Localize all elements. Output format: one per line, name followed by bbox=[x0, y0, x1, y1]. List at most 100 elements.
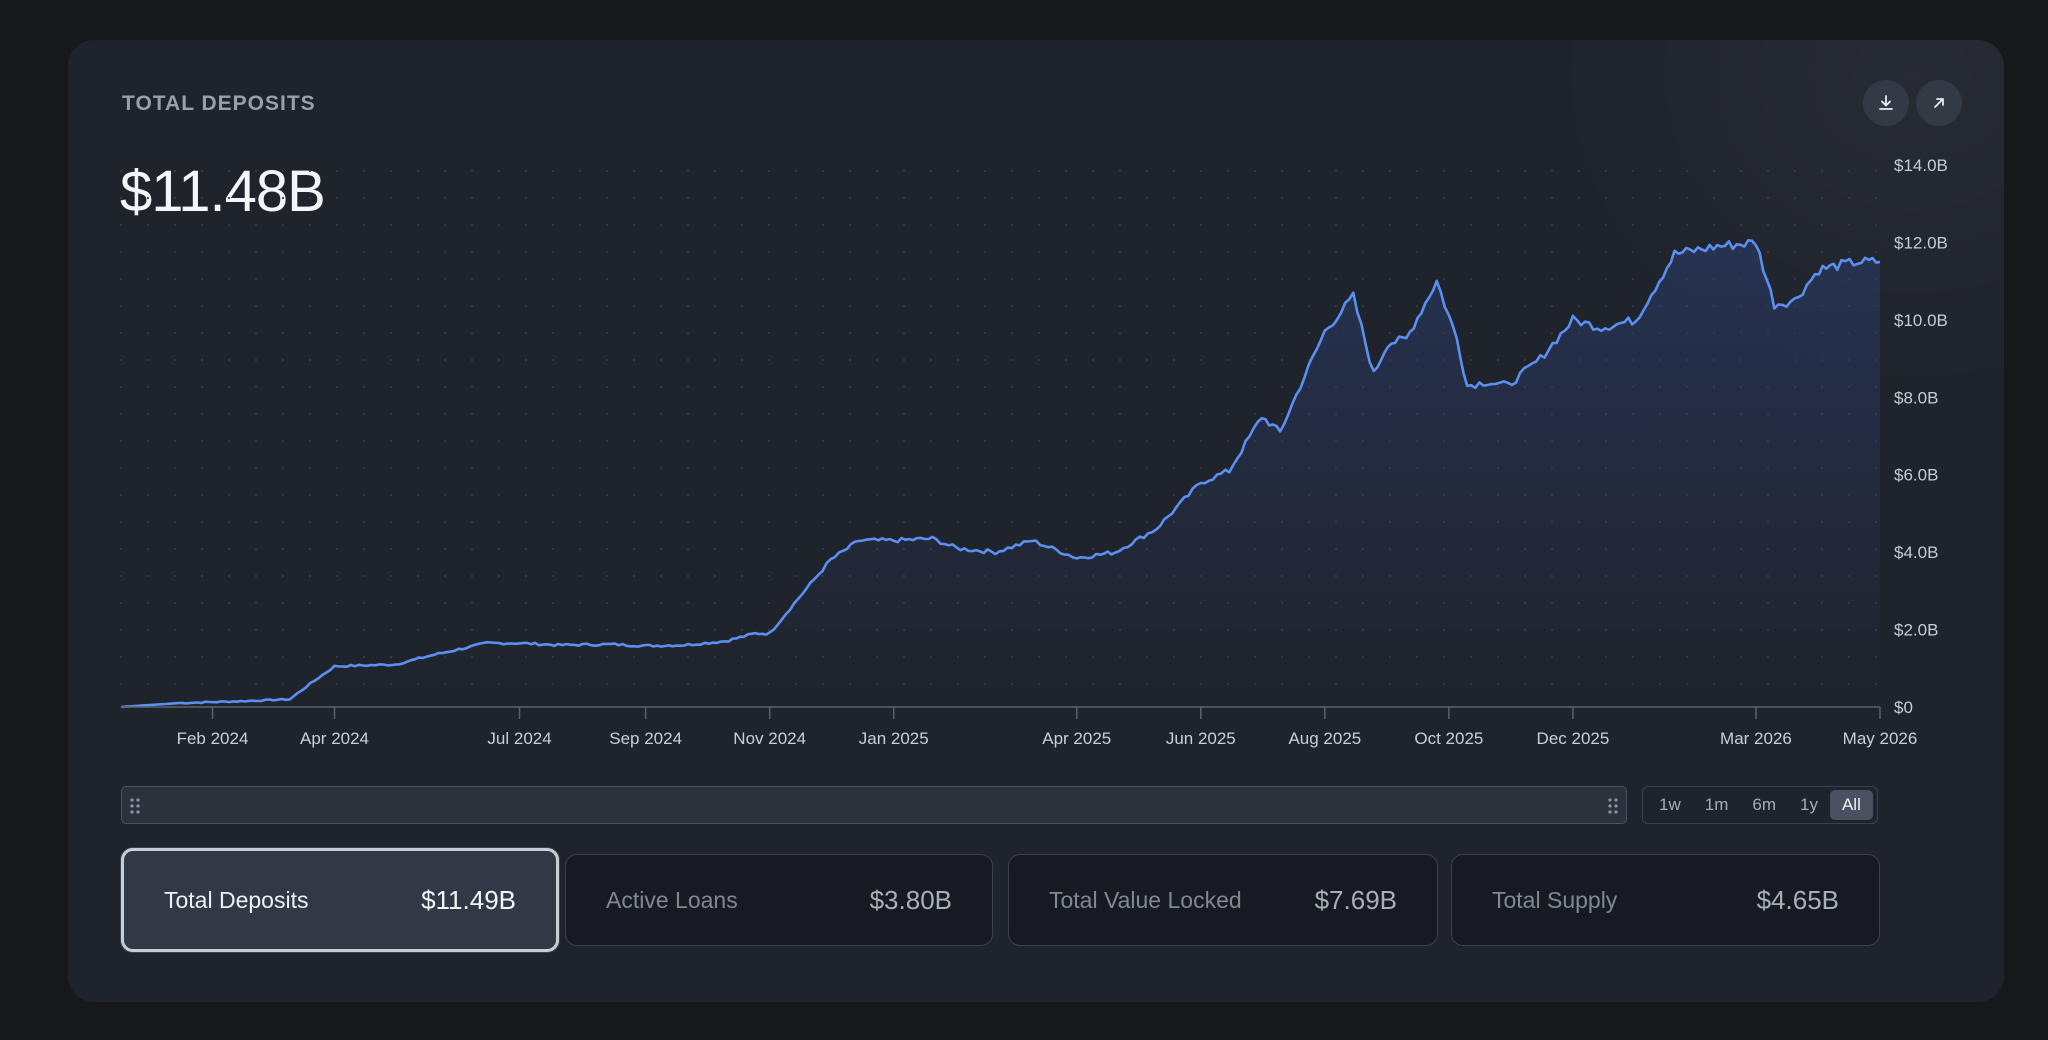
grid-dot bbox=[1334, 250, 1338, 254]
grid-dot bbox=[1712, 196, 1716, 200]
grid-dot bbox=[227, 358, 231, 362]
grid-dot bbox=[254, 412, 258, 416]
grid-dot bbox=[1226, 304, 1230, 308]
grid-dot bbox=[1199, 385, 1203, 389]
grid-dot bbox=[416, 250, 420, 254]
download-button[interactable] bbox=[1863, 80, 1909, 126]
grid-dot bbox=[848, 196, 852, 200]
grid-dot bbox=[1091, 169, 1095, 173]
stat-active-loans[interactable]: Active Loans $3.80B bbox=[565, 854, 993, 946]
grid-dot bbox=[470, 358, 474, 362]
stat-total-value-locked[interactable]: Total Value Locked $7.69B bbox=[1008, 854, 1438, 946]
grid-dot bbox=[875, 439, 879, 443]
grid-dot bbox=[389, 358, 393, 362]
grid-dot bbox=[821, 277, 825, 281]
grid-dot bbox=[605, 250, 609, 254]
grid-dot bbox=[929, 358, 933, 362]
grid-dot bbox=[470, 628, 474, 632]
grid-dot bbox=[956, 196, 960, 200]
grid-dot bbox=[281, 196, 285, 200]
period-1y[interactable]: 1y bbox=[1799, 795, 1818, 814]
period-6m[interactable]: 6m bbox=[1752, 795, 1776, 814]
grid-dot bbox=[929, 250, 933, 254]
grid-dot bbox=[1523, 331, 1527, 335]
grid-dot bbox=[605, 331, 609, 335]
grid-dot bbox=[1091, 250, 1095, 254]
grid-dot bbox=[1280, 223, 1284, 227]
stat-total-deposits[interactable]: Total Deposits $11.49B bbox=[121, 848, 559, 952]
grid-dot bbox=[362, 277, 366, 281]
period-1m[interactable]: 1m bbox=[1704, 795, 1729, 814]
grid-dot bbox=[578, 547, 582, 551]
grid-dot bbox=[470, 547, 474, 551]
expand-arrow-icon bbox=[1934, 98, 1944, 108]
grid-dot bbox=[389, 601, 393, 605]
grid-dot bbox=[1253, 250, 1257, 254]
grid-dot bbox=[1469, 196, 1473, 200]
grid-dot bbox=[416, 358, 420, 362]
grid-dot bbox=[1253, 277, 1257, 281]
grid-dot bbox=[551, 358, 555, 362]
grid-dot bbox=[875, 466, 879, 470]
grid-dot bbox=[1550, 331, 1554, 335]
grid-dot bbox=[1064, 331, 1068, 335]
grid-dot bbox=[632, 520, 636, 524]
grid-dot bbox=[1523, 196, 1527, 200]
grid-dot bbox=[119, 655, 123, 659]
grid-dot bbox=[173, 250, 177, 254]
grid-dot bbox=[1145, 196, 1149, 200]
grid-dot bbox=[389, 520, 393, 524]
grid-dot bbox=[794, 331, 798, 335]
stat-total-supply[interactable]: Total Supply $4.65B bbox=[1451, 854, 1880, 946]
period-all[interactable]: All bbox=[1829, 790, 1873, 820]
grid-dot bbox=[902, 358, 906, 362]
grid-dot bbox=[713, 412, 717, 416]
grid-dot bbox=[146, 466, 150, 470]
grid-dot bbox=[524, 196, 528, 200]
grid-dot bbox=[659, 493, 663, 497]
grid-dot bbox=[308, 547, 312, 551]
grid-dot bbox=[605, 466, 609, 470]
grid-dot bbox=[821, 466, 825, 470]
grid-dot bbox=[1550, 250, 1554, 254]
grid-dot bbox=[848, 250, 852, 254]
grid-dot bbox=[308, 277, 312, 281]
grid-dot bbox=[308, 439, 312, 443]
grid-dot bbox=[1118, 277, 1122, 281]
grid-dot bbox=[308, 250, 312, 254]
grid-dot bbox=[551, 331, 555, 335]
grid-dot bbox=[1172, 493, 1176, 497]
grid-dot bbox=[1388, 223, 1392, 227]
grid-dot bbox=[1361, 223, 1365, 227]
grid-dot bbox=[362, 358, 366, 362]
grid-dot bbox=[632, 250, 636, 254]
grid-dot bbox=[821, 520, 825, 524]
grid-dot bbox=[1172, 304, 1176, 308]
grid-dot bbox=[1253, 412, 1257, 416]
grid-dot bbox=[1685, 196, 1689, 200]
grid-dot bbox=[767, 331, 771, 335]
expand-button[interactable] bbox=[1916, 80, 1962, 126]
grid-dot bbox=[416, 277, 420, 281]
grid-dot bbox=[1118, 358, 1122, 362]
grid-dot bbox=[605, 169, 609, 173]
grid-dot bbox=[713, 439, 717, 443]
grid-dot bbox=[1388, 169, 1392, 173]
grid-dot bbox=[470, 304, 474, 308]
range-selector[interactable] bbox=[121, 786, 1627, 824]
grid-dot bbox=[281, 358, 285, 362]
drag-handle-right-icon[interactable] bbox=[1607, 797, 1619, 815]
grid-dot bbox=[1010, 196, 1014, 200]
grid-dot bbox=[1199, 250, 1203, 254]
grid-dot bbox=[983, 196, 987, 200]
drag-handle-left-icon[interactable] bbox=[129, 797, 141, 815]
grid-dot bbox=[551, 439, 555, 443]
grid-dot bbox=[1496, 169, 1500, 173]
grid-dot bbox=[362, 547, 366, 551]
grid-dot bbox=[281, 547, 285, 551]
period-1w[interactable]: 1w bbox=[1659, 795, 1681, 814]
grid-dot bbox=[1388, 331, 1392, 335]
grid-dot bbox=[308, 601, 312, 605]
grid-dot bbox=[470, 277, 474, 281]
x-tick-label: Aug 2025 bbox=[1288, 729, 1361, 748]
